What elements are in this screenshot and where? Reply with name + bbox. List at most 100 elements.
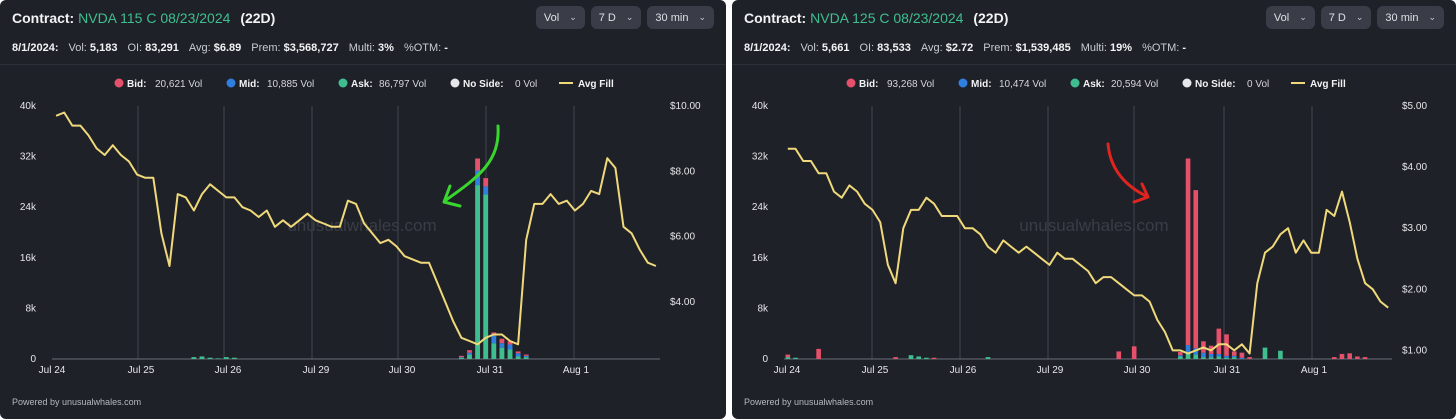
volume-bar-ask	[507, 349, 513, 359]
volume-bar-mid	[491, 335, 497, 344]
volume-bar-mid	[483, 186, 489, 195]
metric-dropdown[interactable]: Vol ⌄	[1265, 6, 1315, 29]
y-left-tick-label: 0	[762, 354, 768, 365]
metric-dropdown[interactable]: Vol ⌄	[535, 6, 585, 29]
volume-bar-bid	[515, 351, 521, 354]
volume-bar-ask	[467, 354, 472, 359]
legend-label-no_side: No Side:	[463, 79, 504, 90]
volume-bar-mid	[1216, 353, 1222, 357]
contract-name[interactable]: NVDA 125 C 08/23/2024	[810, 10, 964, 26]
legend-label-bid: Bid:	[127, 79, 146, 90]
stat-otm: %OTM: -	[403, 42, 448, 54]
y-left-tick-label: 24k	[20, 202, 37, 213]
controls: Vol ⌄ 7 D ⌄ 30 min ⌄	[535, 6, 714, 29]
stats-row: 8/1/2024: Vol: 5,183 OI: 83,291 Avg: $6.…	[12, 42, 448, 54]
volume-bar-ask	[1208, 357, 1214, 359]
metric-dropdown-label: Vol	[1273, 11, 1290, 24]
volume-bar-mid	[1208, 353, 1214, 358]
volume-bar-ask	[523, 357, 529, 359]
y-right-tick-label: $6.00	[670, 232, 695, 243]
range-dropdown[interactable]: 7 D ⌄	[1320, 6, 1372, 29]
y-left-tick-label: 16k	[752, 253, 769, 264]
legend-swatch-bid	[114, 78, 124, 88]
x-tick-label: Jul 25	[128, 365, 155, 376]
chart-legend: Bid: 93,268 Vol Mid: 10,474 Vol Ask: 20,594 V…	[846, 78, 1346, 90]
y-left-tick-label: 24k	[752, 202, 769, 213]
stat-oi: OI: 83,533	[859, 42, 911, 54]
legend-swatch-bid	[846, 78, 856, 88]
range-dropdown-label: 7 D	[1328, 11, 1346, 24]
volume-bar-bid	[1193, 190, 1199, 349]
volume-bar-bid	[1185, 158, 1191, 346]
volume-bar-bid	[893, 357, 898, 359]
divider	[0, 64, 726, 65]
contract-name[interactable]: NVDA 115 C 08/23/2024	[78, 10, 231, 26]
x-tick-label: Jul 24	[774, 365, 801, 376]
days-to-expiry: (22D)	[973, 10, 1009, 26]
y-left-tick-label: 8k	[25, 303, 37, 314]
x-tick-label: Jul 26	[215, 365, 242, 376]
chevron-down-icon: ⌄	[1299, 12, 1307, 22]
chart-panel-left: Contract: NVDA 115 C 08/23/2024 (22D) Vo…	[0, 0, 726, 419]
volume-bar-ask	[1278, 350, 1283, 359]
legend-label-avg_fill: Avg Fill	[1310, 79, 1346, 90]
x-tick-label: Jul 24	[39, 365, 66, 376]
stat-avg: Avg: $2.72	[920, 42, 974, 54]
volume-bar-ask	[475, 185, 481, 359]
legend-label-mid: Mid:	[239, 79, 260, 90]
volume-bar-ask	[985, 357, 991, 359]
volume-bar-ask	[785, 357, 791, 359]
annotation-arrowhead	[442, 184, 462, 208]
footer-credit: Powered by unusualwhales.com	[744, 397, 874, 407]
volume-bar-bid	[785, 354, 791, 358]
volume-chart[interactable]: Bid: 20,621 Vol Mid: 10,885 Vol Ask: 86,797 V…	[0, 66, 726, 396]
volume-chart[interactable]: Bid: 93,268 Vol Mid: 10,474 Vol Ask: 20,594 V…	[732, 66, 1456, 396]
volume-bar-mid	[523, 355, 529, 358]
metric-dropdown-label: Vol	[543, 11, 560, 24]
interval-dropdown[interactable]: 30 min ⌄	[647, 6, 714, 29]
legend-value-no_side: 0 Vol	[1247, 79, 1269, 90]
volume-bar-ask	[916, 356, 921, 359]
annotation-arrowhead	[1132, 182, 1150, 204]
volume-bar-ask	[491, 343, 497, 359]
x-tick-label: Jul 29	[303, 365, 330, 376]
panel-header: Contract: NVDA 125 C 08/23/2024 (22D) Vo…	[744, 6, 1444, 30]
contract-title-prefix: Contract:	[12, 10, 75, 26]
legend-label-no_side: No Side:	[1195, 79, 1236, 90]
chart-panel-right: Contract: NVDA 125 C 08/23/2024 (22D) Vo…	[732, 0, 1456, 419]
stat-oi: OI: 83,291	[127, 42, 179, 54]
volume-bar-bid	[1231, 351, 1237, 356]
x-tick-label: Jul 30	[1124, 365, 1151, 376]
volume-bar-mid	[515, 353, 521, 357]
volume-bar-bid	[458, 355, 464, 358]
stats-row: 8/1/2024: Vol: 5,661 OI: 83,533 Avg: $2.…	[744, 42, 1186, 54]
volume-bar-mid	[507, 344, 513, 350]
stats-date: 8/1/2024:	[744, 42, 791, 54]
legend-value-ask: 20,594 Vol	[1111, 79, 1158, 90]
divider	[732, 64, 1456, 65]
legend-value-ask: 86,797 Vol	[379, 79, 426, 90]
volume-bar-bid	[1339, 353, 1345, 359]
chevron-down-icon: ⌄	[569, 12, 577, 22]
range-dropdown[interactable]: 7 D ⌄	[590, 6, 642, 29]
volume-bar-ask	[908, 355, 914, 359]
volume-bar-bid	[931, 357, 937, 359]
x-tick-label: Jul 30	[389, 365, 416, 376]
stats-date: 8/1/2024:	[12, 42, 59, 54]
legend-swatch-no_side	[450, 78, 460, 88]
x-tick-label: Jul 25	[862, 365, 889, 376]
y-left-tick-label: 8k	[757, 303, 769, 314]
chevron-down-icon: ⌄	[698, 12, 706, 22]
y-left-tick-label: 0	[30, 354, 36, 365]
x-tick-label: Aug 1	[563, 365, 590, 376]
chevron-down-icon: ⌄	[1428, 12, 1436, 22]
avg-fill-line	[787, 147, 1389, 355]
interval-dropdown-label: 30 min	[655, 11, 689, 24]
annotation-arrow	[1106, 142, 1148, 198]
avg-fill-line	[55, 111, 657, 346]
interval-dropdown[interactable]: 30 min ⌄	[1377, 6, 1444, 29]
y-right-tick-label: $10.00	[670, 101, 701, 112]
legend-value-no_side: 0 Vol	[515, 79, 537, 90]
volume-bar-mid	[1185, 345, 1191, 354]
